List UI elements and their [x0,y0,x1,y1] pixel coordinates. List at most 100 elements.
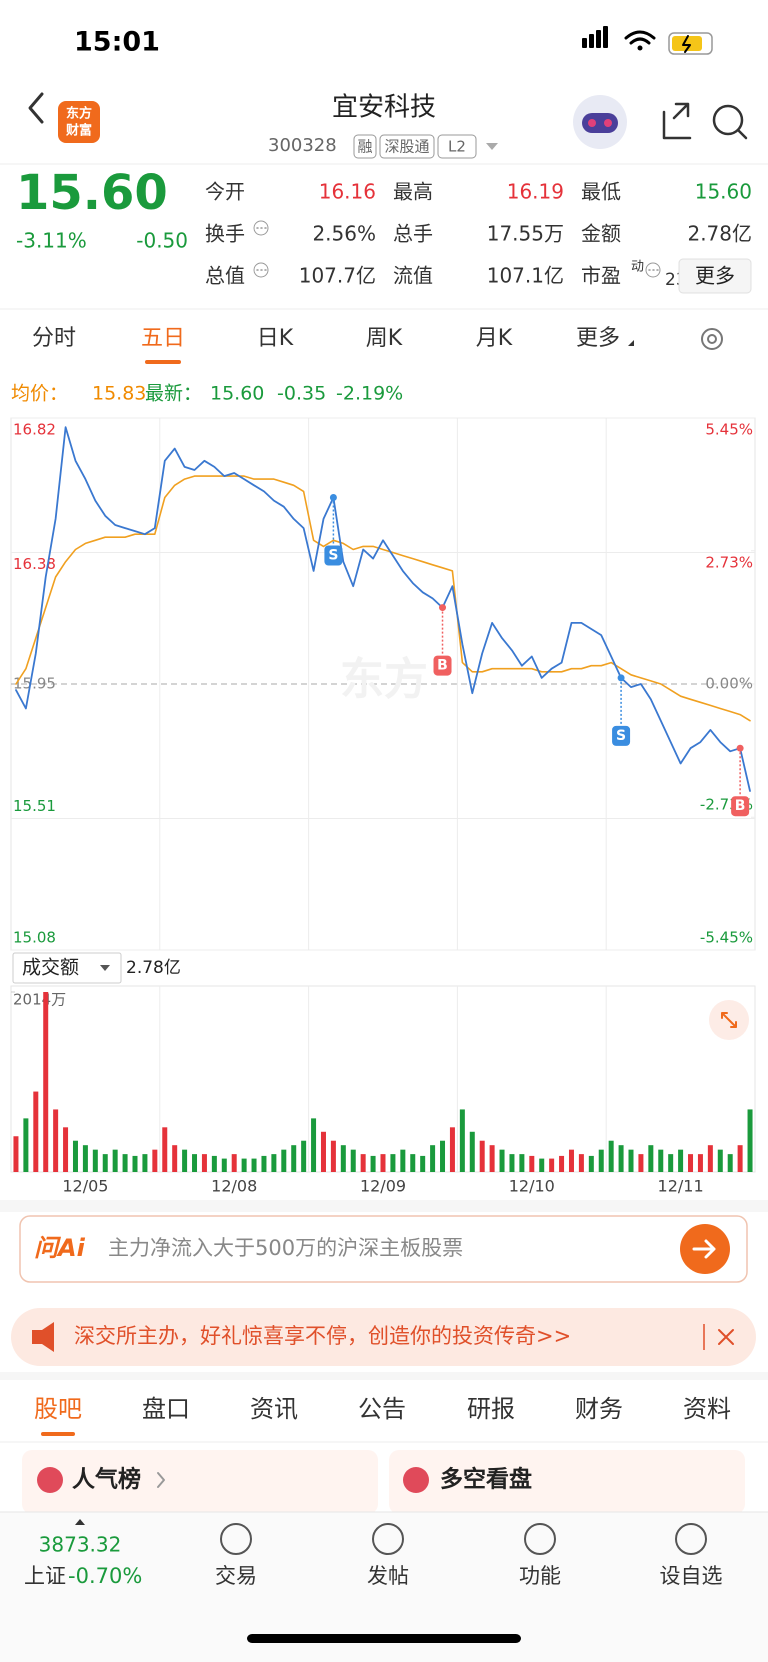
volume-selector-arrow [100,965,110,971]
tab-underline [145,360,181,364]
field-sup: 动 [631,260,644,275]
volume-bar [380,1154,386,1172]
index-value[interactable]: 3873.32 [39,1533,122,1557]
section-tab[interactable]: 资料 [683,1395,731,1423]
volume-bar [549,1158,555,1172]
nav-icon [675,1523,707,1555]
average-line [15,475,751,722]
megaphone-icon [32,1322,54,1352]
signal-label: S [616,728,626,744]
badge-text: L2 [448,138,466,156]
settings-center [707,334,717,344]
volume-bar [479,1140,485,1172]
volume-bar [747,1109,753,1172]
chart-tab[interactable]: 月K [476,326,513,351]
signal-dot [617,674,625,682]
settings-button[interactable] [701,328,723,350]
volume-bar [509,1154,515,1172]
chart-tab[interactable]: 五日 [141,326,185,351]
volume-bar [251,1158,257,1172]
badge-text: 融 [357,138,372,156]
battery [668,32,713,55]
volume-bar [13,1136,19,1172]
signal-dot [329,493,337,501]
y2-tick-label: 5.45% [705,421,753,439]
chart-tab[interactable]: 分时 [32,326,76,351]
section-tab[interactable]: 研报 [467,1395,515,1423]
volume-bar [420,1155,426,1172]
section-tab[interactable]: 盘口 [142,1395,190,1423]
index-arrow [75,1519,85,1525]
volume-bar [340,1145,346,1172]
ai-search-box[interactable] [19,1215,748,1283]
field-label: 流值 [393,264,433,288]
nav-item[interactable]: 发帖 [367,1564,409,1588]
field-value: 107.7亿 [299,264,376,288]
volume-bar [162,1127,168,1172]
volume-bar [678,1149,684,1172]
volume-bar [53,1109,59,1172]
x-tick-label: 12/11 [658,1177,704,1196]
volume-bar [92,1149,98,1172]
section-tab[interactable]: 股吧 [34,1395,82,1423]
section-tab[interactable]: 资讯 [250,1395,298,1423]
back-button[interactable] [28,92,44,124]
nav-item[interactable]: 功能 [519,1564,561,1588]
volume-bar [311,1118,317,1172]
share-button[interactable] [662,102,692,140]
more-button-text: 更多 [695,264,735,288]
signal-label: B [735,798,746,814]
logo-text: 东方 [66,106,92,122]
chart-tab[interactable]: 周K [366,326,403,351]
chart-tab[interactable]: 更多 [576,326,620,351]
section-tab[interactable]: 公告 [358,1395,406,1423]
more-button[interactable] [678,258,752,294]
signal-bar [582,38,587,48]
close-button[interactable] [718,1329,734,1345]
promo-banner[interactable] [11,1308,756,1366]
volume-selector[interactable] [12,952,122,984]
volume-bar [301,1140,307,1172]
card-icon [37,1467,63,1493]
card[interactable] [389,1450,745,1514]
avatar-eye [604,119,612,127]
chart-tab[interactable]: 日K [257,326,294,351]
volume-bar [668,1154,674,1172]
volume-bar [440,1140,446,1172]
volume-title: 成交额 [22,957,79,979]
card[interactable] [22,1450,378,1514]
y-tick-label: 16.38 [13,555,56,573]
volume-total: 2.78亿 [126,958,181,978]
y2-tick-label: -5.45% [700,929,753,947]
volume-bar [449,1127,455,1172]
volume-bar [281,1149,287,1172]
section-tab[interactable]: 财务 [575,1395,623,1423]
x-tick-label: 12/08 [211,1177,257,1196]
volume-bar [688,1154,694,1172]
index-pct: -0.70% [68,1564,142,1588]
nav-item[interactable]: 交易 [215,1564,257,1588]
field-value: 107.1亿 [487,264,564,288]
volume-frame [10,985,756,1173]
field-value: 16.19 [507,180,564,204]
search-button[interactable] [712,104,744,136]
badge [379,134,435,159]
battery-level [672,36,702,51]
volume-bar [539,1158,545,1172]
field-label: 最高 [393,180,433,204]
nav-item[interactable]: 设自选 [660,1564,723,1588]
search-handle [736,128,748,140]
x-tick-label: 12/05 [62,1177,108,1196]
volume-bar [628,1149,634,1172]
battery-bolt [682,35,691,53]
volume-bar [172,1145,178,1172]
legend-text: -2.19% [336,383,403,405]
volume-bar [638,1154,644,1172]
tab-underline [41,1432,75,1436]
price-line [15,426,751,792]
change-pct: -3.11% [16,229,87,253]
volume-bar [598,1149,604,1172]
volume-bar [261,1155,267,1172]
volume-bar [370,1155,376,1172]
